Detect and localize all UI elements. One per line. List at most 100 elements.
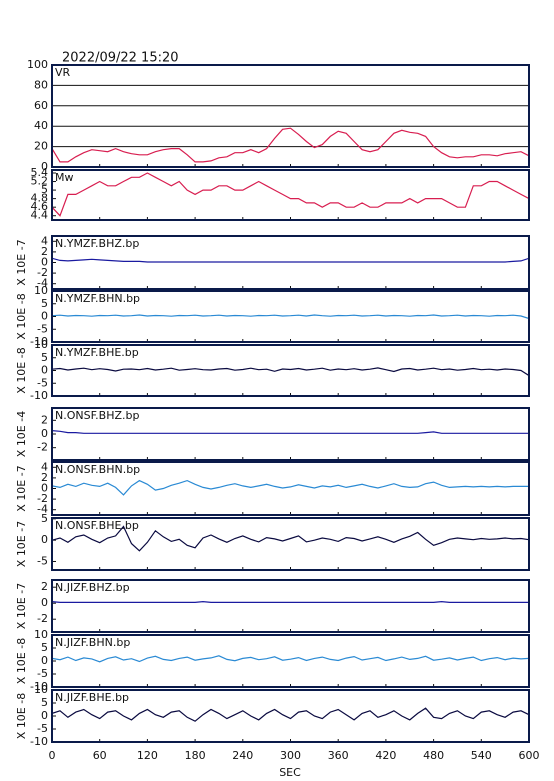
panel-label: N.ONSF.BHN.bp <box>55 463 140 476</box>
scale-label: X 10E -7 <box>15 465 28 511</box>
x-tick-label: 600 <box>519 749 540 762</box>
x-tick-label: 300 <box>280 749 301 762</box>
panel-label: N.ONSF.BHE.bp <box>55 519 139 532</box>
scale-label: X 10E -7 <box>15 521 28 567</box>
y-tick-label: 0 <box>41 310 48 323</box>
y-tick-label: 0 <box>41 654 48 667</box>
y-tick-label: 4.4 <box>31 209 49 222</box>
x-axis-label: SEC <box>279 766 301 779</box>
y-tick-label: 5 <box>41 641 48 654</box>
y-tick-label: -4 <box>37 503 48 516</box>
y-tick-label: 2 <box>41 413 48 426</box>
y-tick-label: 0 <box>41 482 48 495</box>
panel-label: Mw <box>55 171 74 184</box>
y-tick-label: -2 <box>37 492 48 505</box>
y-tick-label: -5 <box>37 376 48 389</box>
y-tick-label: -5 <box>37 554 48 567</box>
y-tick-label: 0 <box>41 596 48 609</box>
scale-label: X 10E -8 <box>15 638 28 684</box>
y-tick-label: 0 <box>41 160 48 173</box>
y-tick-label: 2 <box>41 245 48 258</box>
y-tick-label: 4.6 <box>31 200 49 213</box>
panel-frame <box>51 235 530 290</box>
y-tick-label: -4 <box>37 277 48 290</box>
y-tick-label: 10 <box>34 338 48 351</box>
x-tick-label: 480 <box>423 749 444 762</box>
y-tick-label: 0 <box>41 427 48 440</box>
y-tick-label: 80 <box>34 78 48 91</box>
panel-label: N.YMZF.BHE.bp <box>55 346 139 359</box>
y-tick-label: 10 <box>34 284 48 297</box>
x-tick-label: 60 <box>93 749 107 762</box>
x-tick-label: 360 <box>328 749 349 762</box>
panel-frame <box>51 344 530 397</box>
y-tick-label: 10 <box>34 683 48 696</box>
scale-label: X 10E -4 <box>15 411 28 457</box>
y-tick-label: 0 <box>41 364 48 377</box>
scale-label: X 10E -7 <box>15 583 28 629</box>
panel-frame <box>51 64 530 168</box>
y-tick-label: 0 <box>41 709 48 722</box>
trace <box>52 172 529 217</box>
scale-label: X 10E -7 <box>15 239 28 285</box>
y-tick-label: -2 <box>37 441 48 454</box>
trace <box>52 525 529 552</box>
x-tick-label: 0 <box>49 749 56 762</box>
y-tick-label: -2 <box>37 612 48 625</box>
y-tick-label: 20 <box>34 140 48 153</box>
scale-label: X 10E -8 <box>15 693 28 739</box>
y-tick-label: -10 <box>30 680 48 693</box>
panel-frame <box>51 689 530 743</box>
y-tick-label: 100 <box>27 58 48 71</box>
y-tick-label: 2 <box>41 471 48 484</box>
panel-label: N.JIZF.BHZ.bp <box>55 581 130 594</box>
x-tick-label: 120 <box>137 749 158 762</box>
y-tick-label: 4 <box>41 234 48 247</box>
x-tick-label: 240 <box>232 749 253 762</box>
y-tick-label: -5 <box>37 667 48 680</box>
panel-frame <box>51 169 530 221</box>
y-tick-label: 4 <box>41 460 48 473</box>
scale-label: X 10E -8 <box>15 293 28 339</box>
y-tick-label: -10 <box>30 735 48 748</box>
trace <box>52 127 529 163</box>
x-tick-label: 180 <box>185 749 206 762</box>
y-tick-label: 4.8 <box>31 192 49 205</box>
trace <box>52 600 529 603</box>
y-tick-label: 5 <box>41 696 48 709</box>
panel-frame <box>51 461 530 516</box>
trace <box>52 430 529 434</box>
y-tick-label: -5 <box>37 722 48 735</box>
trace <box>52 655 529 663</box>
panel-frame <box>51 579 530 633</box>
scale-label: X 10E -8 <box>15 347 28 393</box>
y-tick-label: 5 <box>41 183 48 196</box>
y-tick-label: 60 <box>34 99 48 112</box>
panel-frame <box>51 517 530 571</box>
panel-frame <box>51 407 530 461</box>
y-tick-label: -10 <box>30 335 48 348</box>
panel-frame <box>51 290 530 343</box>
y-tick-label: 10 <box>34 628 48 641</box>
panel-frame <box>51 634 530 688</box>
panel-label: N.JIZF.BHE.bp <box>55 691 129 704</box>
chart-title: 2022/09/22 15:20 <box>62 51 179 66</box>
y-tick-label: 40 <box>34 119 48 132</box>
y-tick-label: 0 <box>41 256 48 269</box>
y-tick-label: 5.4 <box>31 166 49 179</box>
y-tick-label: -10 <box>30 389 48 402</box>
panel-label: N.ONSF.BHZ.bp <box>55 409 139 422</box>
x-tick-label: 540 <box>471 749 492 762</box>
trace <box>52 257 529 263</box>
trace <box>52 367 529 377</box>
trace <box>52 314 529 320</box>
panel-label: N.YMZF.BHN.bp <box>55 292 140 305</box>
y-tick-label: -5 <box>37 322 48 335</box>
y-tick-label: 5 <box>41 351 48 364</box>
y-tick-label: 0 <box>41 533 48 546</box>
y-tick-label: 5.2 <box>31 175 49 188</box>
y-tick-label: 5 <box>41 512 48 525</box>
y-tick-label: 2 <box>41 580 48 593</box>
panel-label: N.YMZF.BHZ.bp <box>55 237 139 250</box>
